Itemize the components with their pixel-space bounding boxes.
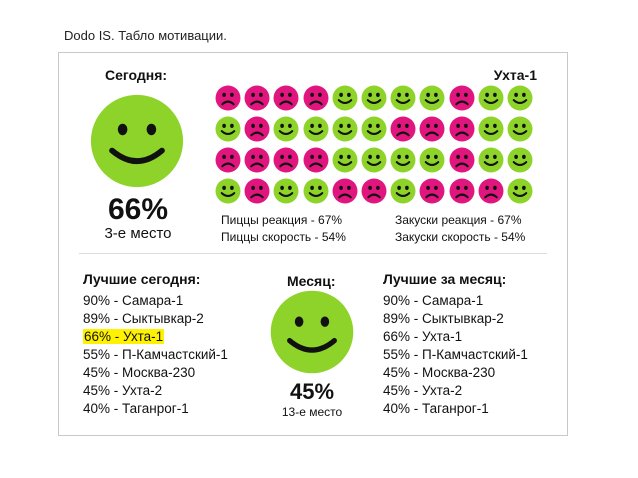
happy-face-icon [507,178,533,204]
happy-face-icon [332,147,358,173]
sad-face-icon [273,147,299,173]
month-smiley-icon [270,290,354,374]
sad-face-icon [390,116,416,142]
snack-reaction-stat: Закуски реакция - 67% [395,213,522,227]
happy-face-icon [419,147,445,173]
ranking-item: 40% - Таганрог-1 [383,401,489,416]
sad-face-icon [244,147,270,173]
happy-face-icon [303,178,329,204]
happy-face-icon [478,147,504,173]
happy-face-icon [390,85,416,111]
happy-face-icon [215,116,241,142]
snack-speed-stat: Закуски скорость - 54% [395,230,526,244]
section-divider [79,253,547,254]
ranking-item: 45% - Москва-230 [383,365,496,380]
ranking-item: 55% - П-Камчастский-1 [83,347,228,362]
month-label: Месяц: [287,273,336,289]
ranking-item: 89% - Сыктывкар-2 [383,311,504,326]
happy-face-icon [507,85,533,111]
ranking-item: 90% - Самара-1 [383,293,484,308]
sad-face-icon [244,116,270,142]
branch-name: Ухта-1 [493,67,537,83]
sad-face-icon [449,178,475,204]
happy-face-icon [332,116,358,142]
happy-face-icon [478,116,504,142]
sad-face-icon [303,85,329,111]
sad-face-icon [478,178,504,204]
ranking-item: 45% - Ухта-2 [83,383,163,398]
happy-face-icon [419,85,445,111]
month-percent: 45% [289,379,335,404]
best-month-title: Лучшие за месяц: [383,271,507,287]
ranking-item: 45% - Москва-230 [83,365,196,380]
sad-face-icon [419,178,445,204]
pizza-speed-stat: Пиццы скорость - 54% [221,230,346,244]
ranking-item: 90% - Самара-1 [83,293,184,308]
happy-face-icon [507,147,533,173]
happy-face-icon [361,147,387,173]
today-percent: 66% [107,193,169,226]
happy-face-icon [303,116,329,142]
happy-face-icon [332,85,358,111]
sad-face-icon [332,178,358,204]
today-label: Сегодня: [105,67,168,83]
ranking-item: 40% - Таганрог-1 [83,401,189,416]
motivation-board: Сегодня: Ухта-1 66% 3-е место Пиццы реак… [58,52,568,436]
ranking-item: 45% - Ухта-2 [383,383,463,398]
sad-face-icon [273,85,299,111]
month-place: 13-е место [281,405,343,419]
happy-face-icon [507,116,533,142]
sad-face-icon [244,178,270,204]
sad-face-icon [449,85,475,111]
pizza-reaction-stat: Пиццы реакция - 67% [221,213,343,227]
mood-face-grid [215,85,545,205]
page-title: Dodo IS. Табло мотивации. [64,28,227,43]
happy-face-icon [390,147,416,173]
sad-face-icon [244,85,270,111]
happy-face-icon [273,116,299,142]
happy-face-icon [361,116,387,142]
sad-face-icon [449,147,475,173]
sad-face-icon [303,147,329,173]
today-smiley-icon [90,94,184,188]
happy-face-icon [478,85,504,111]
best-today-title: Лучшие сегодня: [83,271,201,287]
sad-face-icon [215,85,241,111]
happy-face-icon [390,178,416,204]
happy-face-icon [361,85,387,111]
today-place: 3-е место [104,225,172,242]
happy-face-icon [273,178,299,204]
ranking-item: 66% - Ухта-1 [383,329,463,344]
sad-face-icon [419,116,445,142]
sad-face-icon [361,178,387,204]
sad-face-icon [215,147,241,173]
happy-face-icon [215,178,241,204]
ranking-item: 89% - Сыктывкар-2 [83,311,204,326]
sad-face-icon [449,116,475,142]
ranking-item: 55% - П-Камчастский-1 [383,347,528,362]
ranking-item: 66% - Ухта-1 [83,329,165,344]
